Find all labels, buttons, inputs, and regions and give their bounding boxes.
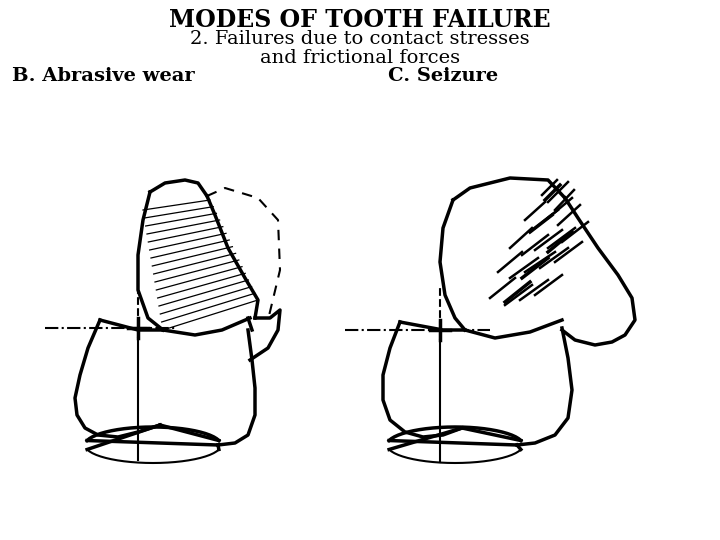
Text: and frictional forces: and frictional forces: [260, 49, 460, 67]
Text: B. Abrasive wear: B. Abrasive wear: [12, 67, 194, 85]
Text: MODES OF TOOTH FAILURE: MODES OF TOOTH FAILURE: [169, 8, 551, 32]
Text: 2. Failures due to contact stresses: 2. Failures due to contact stresses: [190, 30, 530, 48]
Text: C. Seizure: C. Seizure: [388, 67, 498, 85]
